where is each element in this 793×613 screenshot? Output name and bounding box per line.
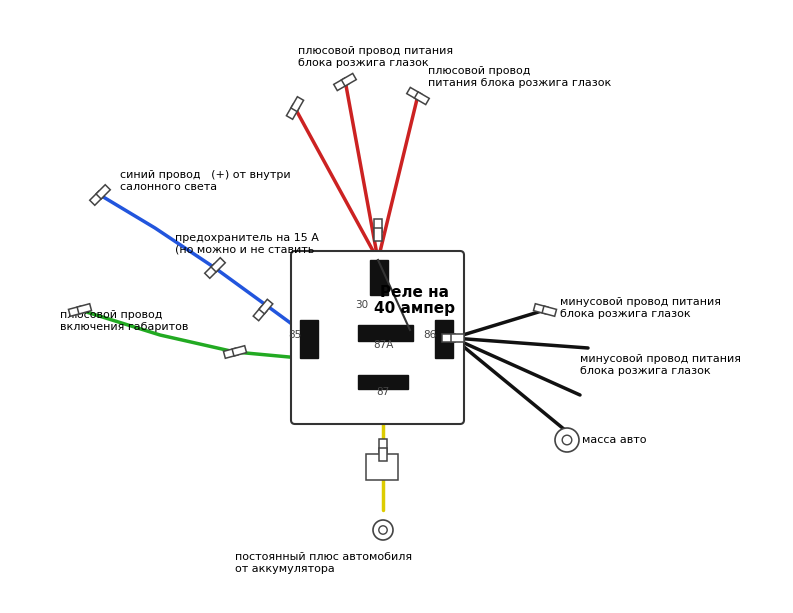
Text: плюсовой провод
включения габаритов: плюсовой провод включения габаритов [60,310,189,332]
Bar [370,260,388,295]
Polygon shape [379,439,386,452]
Text: постоянный плюс автомобиля
от аккумулятора: постоянный плюс автомобиля от аккумулято… [235,552,412,574]
Polygon shape [534,303,548,314]
Polygon shape [342,74,356,86]
FancyBboxPatch shape [291,251,464,424]
Circle shape [379,526,387,534]
Text: плюсовой провод питания
блока розжига глазок: плюсовой провод питания блока розжига гл… [298,47,453,68]
Bar [358,325,413,341]
Text: минусовой провод питания
блока розжига глазок: минусовой провод питания блока розжига г… [560,297,721,319]
Polygon shape [68,306,83,316]
Text: плюсовой провод
питания блока розжига глазок: плюсовой провод питания блока розжига гл… [428,66,611,88]
Polygon shape [415,92,429,105]
Polygon shape [90,191,104,205]
Text: 85: 85 [289,330,301,340]
Text: 40 ампер: 40 ампер [374,301,455,316]
Polygon shape [259,299,273,314]
Bar [358,375,408,389]
Polygon shape [286,104,299,120]
Circle shape [373,520,393,540]
Text: Реле на: Реле на [381,285,450,300]
Circle shape [555,428,579,452]
Text: 87A: 87A [373,340,393,350]
Text: минусовой провод питания
блока розжига глазок: минусовой провод питания блока розжига г… [580,354,741,376]
Polygon shape [224,348,238,358]
Polygon shape [379,448,386,461]
Text: 86: 86 [423,330,437,340]
Polygon shape [407,88,422,100]
Polygon shape [442,335,455,341]
Text: 87: 87 [377,387,389,397]
Bar [366,454,398,480]
Polygon shape [77,303,91,314]
Polygon shape [451,335,464,341]
Text: масса авто: масса авто [582,435,646,445]
Polygon shape [253,306,267,321]
Polygon shape [232,346,247,356]
Polygon shape [374,219,381,232]
Polygon shape [334,78,349,91]
Bar [435,320,453,358]
Polygon shape [211,257,225,272]
Text: 30: 30 [355,300,369,310]
Text: предохранитель на 15 А
(но можно и не ставить: предохранитель на 15 А (но можно и не ст… [175,234,319,255]
Bar [300,320,318,358]
Polygon shape [205,264,219,278]
Text: синий провод   (+) от внутри
салонного света: синий провод (+) от внутри салонного све… [120,170,290,192]
Polygon shape [96,185,110,199]
Polygon shape [291,97,304,112]
Polygon shape [542,306,557,316]
Polygon shape [374,228,381,241]
Circle shape [562,435,572,445]
